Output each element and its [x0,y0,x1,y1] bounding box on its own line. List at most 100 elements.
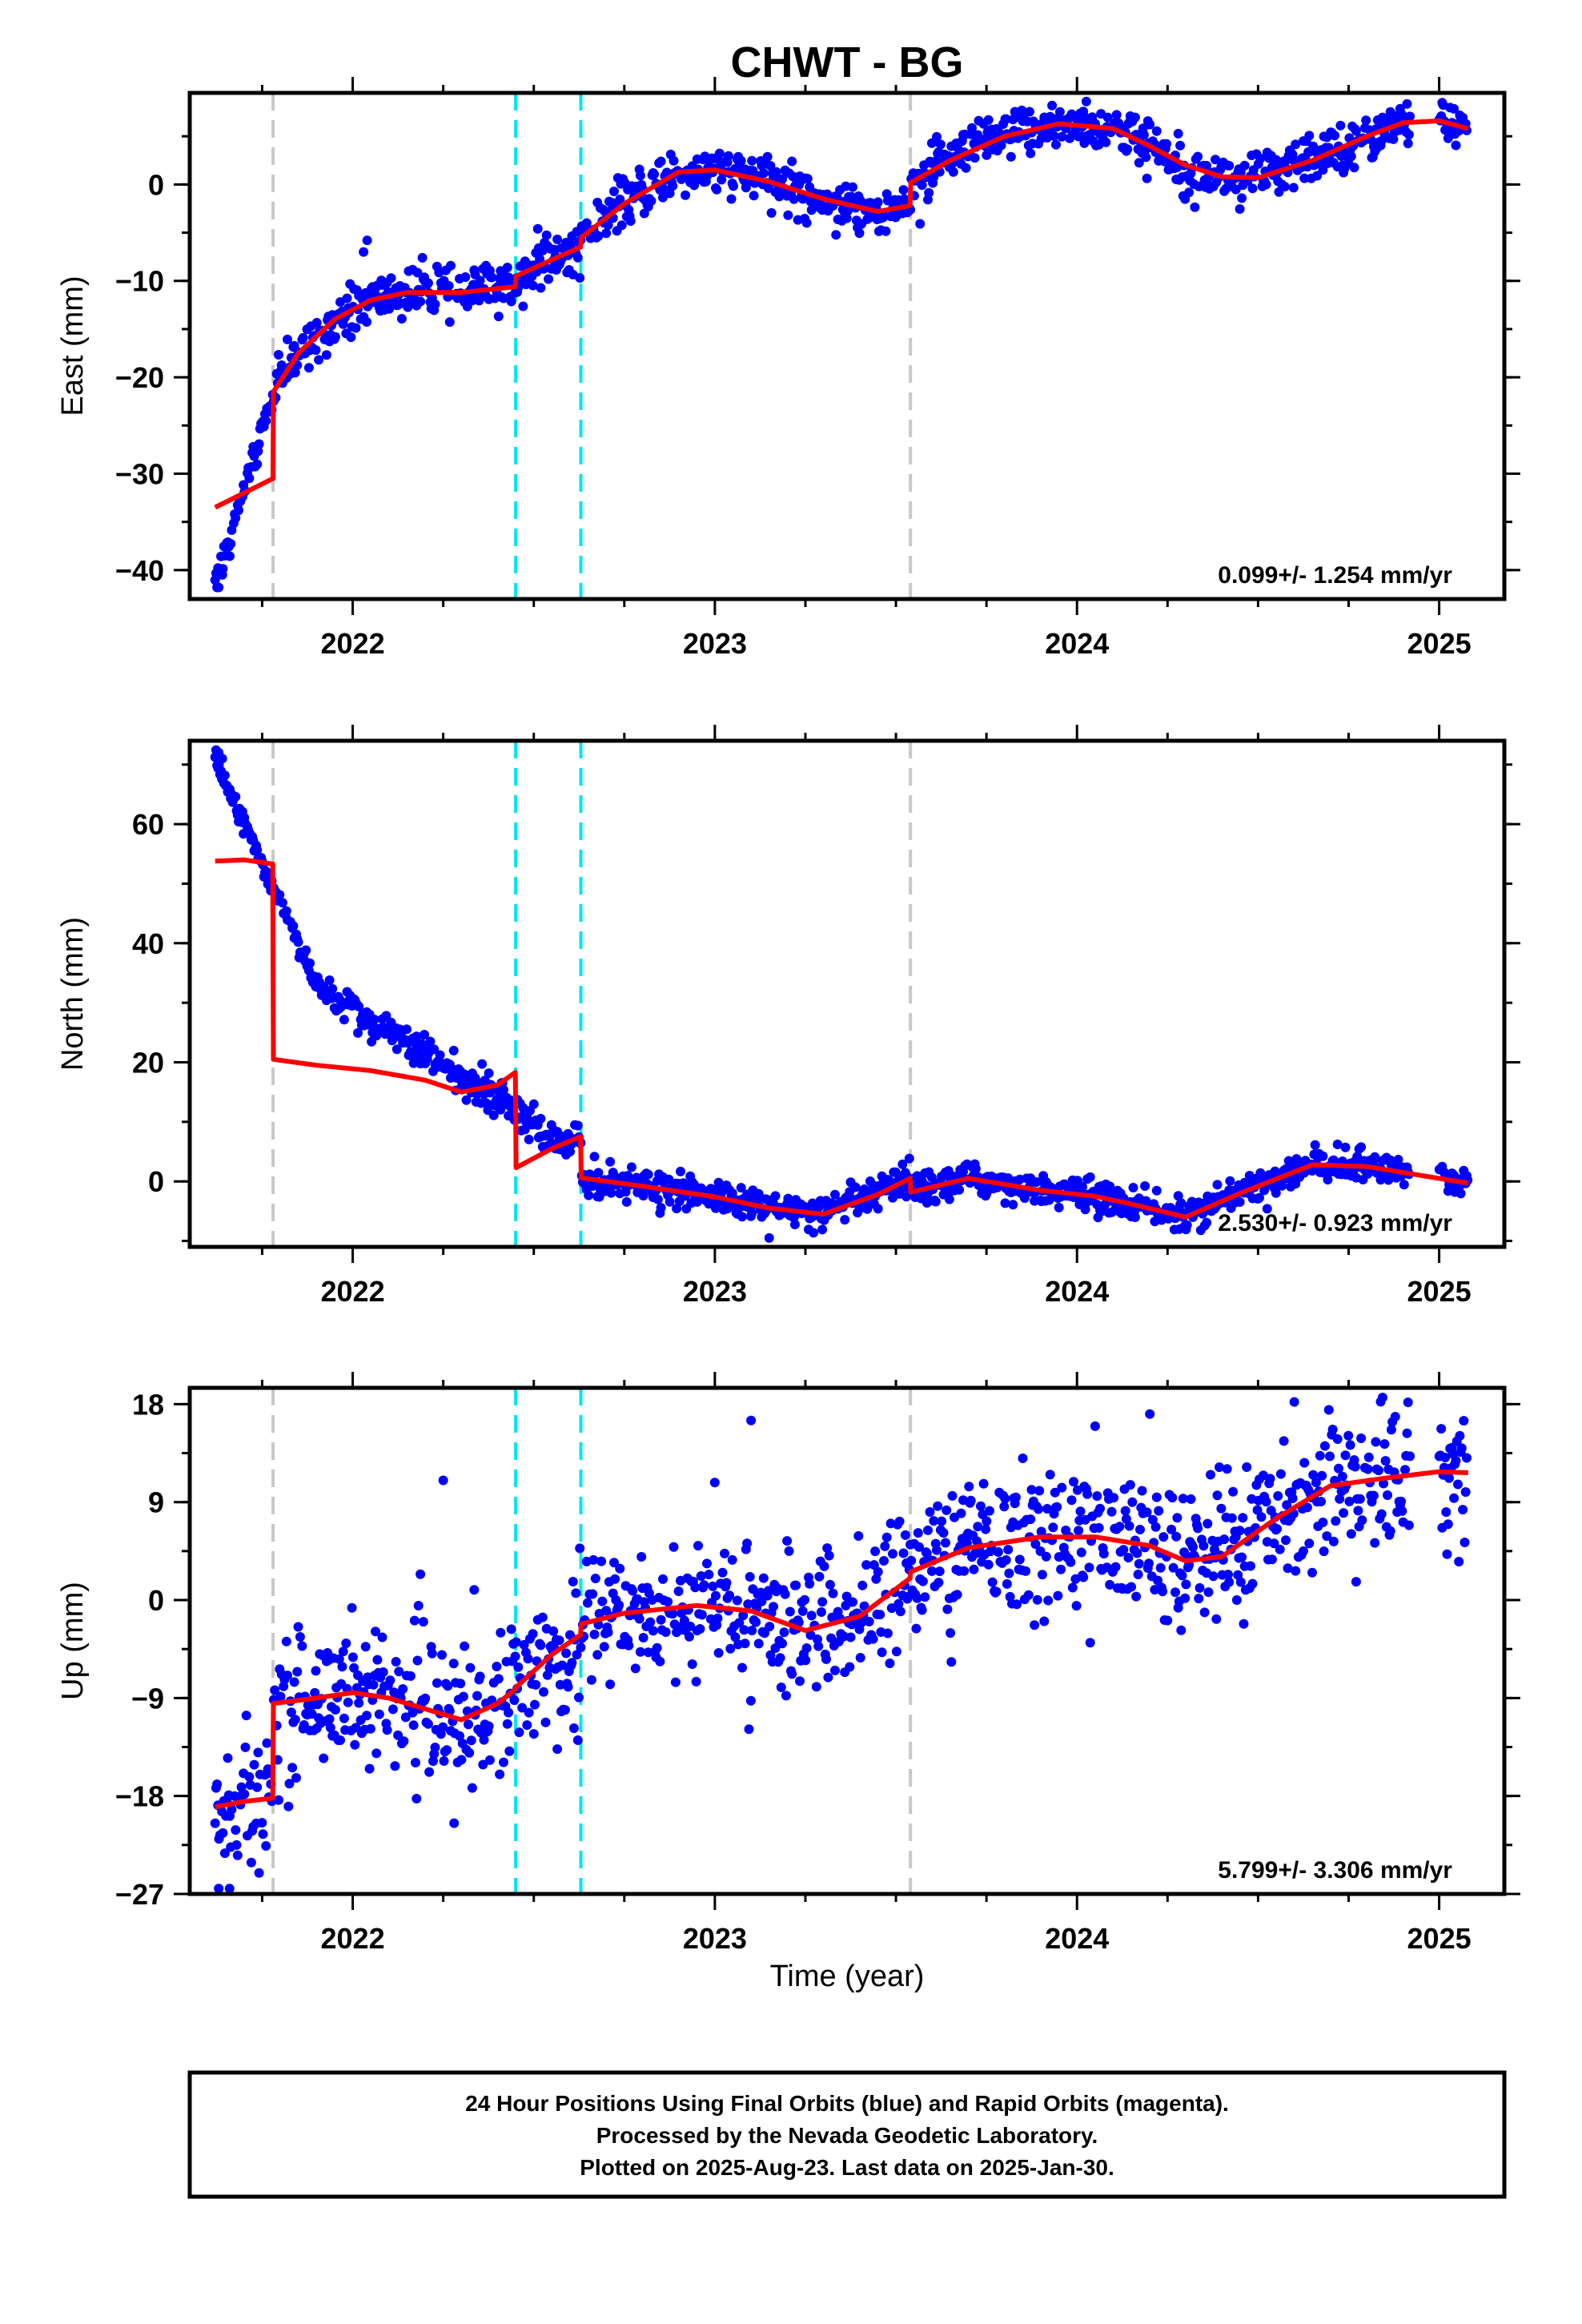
data-point [385,1675,396,1686]
data-point [765,161,776,171]
data-point [711,1590,721,1601]
data-point [817,1597,828,1607]
data-point [1255,153,1266,163]
data-point [1379,1439,1390,1449]
data-point [217,569,227,580]
data-point [1209,1544,1219,1554]
data-point [904,1153,914,1164]
data-point [458,1691,468,1702]
data-point [321,350,331,360]
data-point [742,1538,753,1549]
data-point [1318,1518,1328,1527]
data-point [747,1626,757,1635]
data-point [1045,1470,1055,1480]
data-point [319,1753,329,1763]
data-point [1315,1450,1325,1461]
data-point [687,1659,697,1669]
data-point [713,1648,724,1658]
data-point [717,175,727,185]
x-tick-label: 2023 [683,627,747,660]
data-point [584,1190,594,1200]
data-point [1154,1506,1164,1516]
data-point [925,1507,935,1517]
data-point [261,1841,271,1851]
data-point [900,1530,910,1540]
data-point [669,155,679,166]
data-point [1006,151,1016,162]
data-point [496,1627,506,1638]
data-point [1224,1577,1235,1587]
data-point [915,219,926,229]
data-point [1122,144,1133,155]
data-point [1449,1493,1460,1503]
data-point [668,1609,678,1619]
data-point [1223,1570,1233,1580]
data-point [1186,1494,1196,1504]
data-point [1135,1525,1145,1534]
data-point [1279,182,1290,192]
data-point [853,1531,864,1541]
data-point [1039,1616,1050,1626]
data-point [970,1164,981,1174]
data-point [291,1773,301,1783]
data-point [593,1168,604,1178]
caption-line-3: Plotted on 2025-Aug-23. Last data on 202… [580,2155,1114,2180]
data-point [511,1637,521,1647]
data-point [330,332,340,342]
data-point [305,958,315,968]
data-point [1162,1615,1173,1626]
data-point [1231,184,1241,195]
data-point [572,1650,582,1660]
data-point [539,1687,548,1697]
data-point [351,323,361,333]
data-point [552,234,563,244]
model-fit-line [215,1469,1468,1810]
data-point [1138,130,1149,140]
data-point [1066,1495,1077,1506]
data-point [1216,1503,1227,1514]
data-point [1085,1172,1095,1182]
data-point [1001,1555,1011,1565]
data-point [438,1475,448,1486]
data-point [736,1183,746,1193]
data-point [956,1508,966,1518]
data-point [1208,1571,1219,1582]
data-point [338,1647,348,1657]
data-point [609,1558,619,1568]
data-point [830,1665,840,1675]
data-point [554,1635,564,1646]
data-point [1195,1582,1205,1593]
data-point [714,148,725,159]
data-point [1043,1595,1054,1606]
data-point [1021,1566,1031,1576]
data-point [1328,1155,1339,1165]
x-tick-label: 2023 [683,1275,747,1308]
data-point [1403,130,1414,140]
data-point [420,1030,429,1039]
data-point [1379,1478,1389,1489]
data-point [646,195,656,206]
data-point [1051,139,1061,150]
data-point [1078,1572,1089,1582]
data-point [588,1589,598,1599]
data-point [532,223,543,234]
data-point [589,1152,600,1162]
data-point [809,1228,819,1238]
data-point [987,1577,998,1587]
data-point [747,155,757,166]
data-point [484,1068,494,1079]
data-point [1456,1443,1467,1454]
data-point [540,1717,551,1727]
data-point [625,216,636,226]
data-point [875,1610,885,1620]
data-point [802,174,813,184]
data-point [1176,1625,1186,1635]
data-point [568,1723,579,1733]
y-tick-label: −10 [115,265,164,298]
data-point [599,1642,609,1652]
data-point [382,1725,392,1735]
data-point [976,1501,986,1511]
data-point [270,1685,280,1695]
data-point [223,1753,233,1763]
data-point [225,551,235,561]
